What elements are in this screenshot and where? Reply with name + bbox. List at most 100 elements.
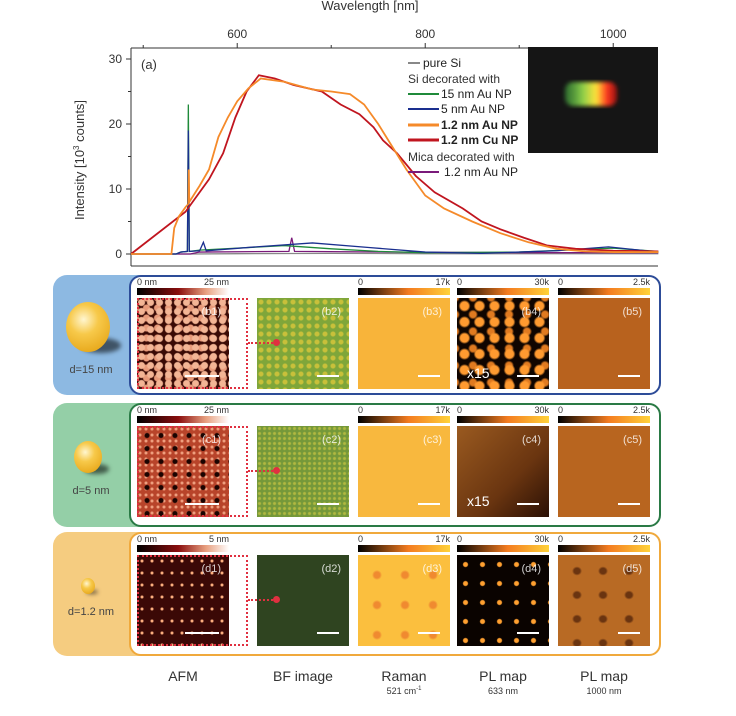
zoom-connector-dot: [273, 467, 280, 474]
colorbar-max-label: 25 nm: [203, 277, 229, 287]
colorbar-afm: [137, 288, 229, 295]
y-tick-label: 30: [109, 52, 123, 66]
map-image-pl1000: (b5): [558, 298, 650, 389]
panel-label: (d3): [422, 563, 442, 575]
column-title: Raman: [381, 668, 427, 684]
zoom-region-box: [137, 426, 248, 517]
colorbar-max-label: 30k: [534, 534, 549, 544]
zoom-connector-dot: [273, 339, 280, 346]
spectrum-chart: Wavelength [nm] Intensity [103 counts] (…: [72, 0, 659, 267]
colorbar-min-label: 0 nm: [137, 405, 158, 415]
colorbar-min-label: 0: [457, 277, 463, 287]
colorbar-pl633: [457, 545, 549, 552]
nanoparticle-sphere-icon: [74, 440, 102, 474]
diameter-label: d=1.2 nm: [67, 606, 115, 619]
colorbar-raman: [358, 288, 450, 295]
x-tick-label: 800: [415, 27, 435, 41]
map-image-afm: (b1): [137, 298, 229, 389]
legend-entry: 15 nm Au NP: [441, 87, 512, 101]
column-subtitle-text: 633 nm: [487, 686, 519, 696]
scale-bar: [418, 632, 440, 634]
nanoparticle-sphere-icon: [66, 301, 110, 353]
column-subtitle-sup: -1: [416, 686, 422, 692]
colorbar-afm: [137, 416, 229, 423]
legend-header: Si decorated with: [408, 72, 500, 86]
legend-entry: pure Si: [423, 56, 461, 70]
colorbar-max-label: 2.5k: [632, 277, 650, 287]
panel-label: (d2): [321, 563, 341, 575]
x-tick-label: 1000: [600, 27, 627, 41]
map-image-pl633: (d4): [457, 555, 549, 646]
magnification-note: x15: [467, 493, 490, 509]
column-title: BF image: [273, 668, 333, 684]
inset-camera-image: [528, 47, 658, 153]
map-image-pl1000: (c5): [558, 426, 650, 517]
panel-label-a: (a): [141, 57, 157, 72]
scale-bar: [618, 632, 640, 634]
map-image-raman: (b3): [358, 298, 450, 389]
map-image-pl633: (c4) x15: [457, 426, 549, 517]
colorbar-afm: [137, 545, 229, 552]
map-image-pl1000: (d5): [558, 555, 650, 646]
scale-bar: [317, 632, 339, 634]
colorbar-min-label: 0 nm: [137, 534, 158, 544]
panel-label: (c2): [322, 434, 341, 446]
colorbar-min-label: 0: [558, 534, 564, 544]
column-title: PL map: [580, 668, 628, 684]
panel-label: (c5): [623, 434, 642, 446]
panel-label: (d1): [201, 563, 221, 575]
series-line: [131, 130, 659, 255]
scale-bar: [418, 503, 440, 505]
column-subtitle: 1000 nm: [549, 686, 659, 696]
x-axis-label: Wavelength [nm]: [321, 0, 418, 13]
scale-bar: [517, 375, 539, 377]
series-line: [130, 74, 659, 255]
column-title: AFM: [168, 668, 198, 684]
panel-label: (b1): [201, 306, 221, 318]
column-label-3: PL map 633 nm: [448, 668, 558, 696]
colorbar-max-label: 5 nm: [208, 534, 229, 544]
scale-bar: [517, 632, 539, 634]
scale-bar: [618, 503, 640, 505]
colorbar-min-label: 0 nm: [137, 277, 158, 287]
colorbar-max-label: 2.5k: [632, 405, 650, 415]
colorbar-min-label: 0: [358, 277, 364, 287]
scale-bar: [317, 503, 339, 505]
zoom-connector-line: [248, 342, 276, 344]
column-subtitle: 633 nm: [448, 686, 558, 696]
map-image-afm: (d1): [137, 555, 229, 646]
scale-bar: [317, 375, 339, 377]
colorbar-max-label: 30k: [534, 277, 549, 287]
zoom-connector-line: [248, 599, 276, 601]
colorbar-pl1000: [558, 545, 650, 552]
colorbar-pl633: [457, 416, 549, 423]
map-image-raman: (d3): [358, 555, 450, 646]
colorbar-min-label: 0: [358, 534, 364, 544]
zoom-connector-line: [248, 470, 276, 472]
diameter-label: d=15 nm: [69, 364, 113, 377]
column-label-4: PL map 1000 nm: [549, 668, 659, 696]
zoom-region-box: [137, 298, 248, 389]
map-image-afm: (c1): [137, 426, 229, 517]
colorbar-max-label: 17k: [435, 405, 450, 415]
colorbar-min-label: 0: [457, 534, 463, 544]
series-line: [131, 252, 659, 255]
panel-label: (d4): [521, 563, 541, 575]
scale-bar: [185, 375, 219, 377]
column-label-1: BF image: [248, 668, 358, 684]
panel-label: (b2): [321, 306, 341, 318]
colorbar-pl1000: [558, 416, 650, 423]
legend-entry: 5 nm Au NP: [441, 102, 505, 116]
colorbar-max-label: 30k: [534, 405, 549, 415]
panel-label: (c4): [522, 434, 541, 446]
colorbar-max-label: 17k: [435, 534, 450, 544]
scale-bar: [517, 503, 539, 505]
legend-header: Mica decorated with: [408, 150, 515, 164]
zoom-region-box: [137, 555, 248, 646]
column-subtitle-text: 521 cm: [386, 686, 417, 696]
column-label-0: AFM: [128, 668, 238, 684]
nanoparticle-sphere-icon: [81, 577, 95, 595]
zoom-connector-dot: [273, 596, 280, 603]
column-subtitle-text: 1000 nm: [586, 686, 622, 696]
colorbar-min-label: 0: [558, 405, 564, 415]
